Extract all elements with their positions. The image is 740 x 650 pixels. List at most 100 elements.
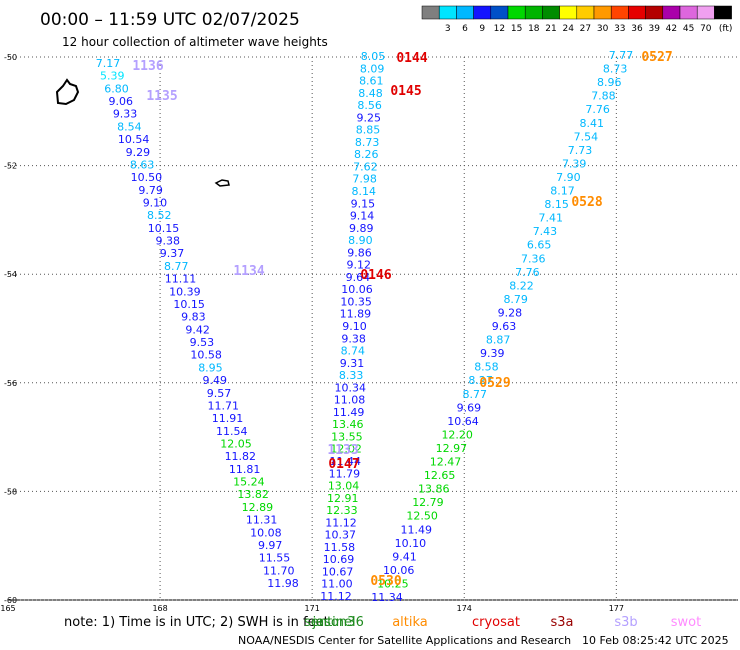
swh-value: 12.91 bbox=[327, 492, 359, 505]
swh-value: 9.63 bbox=[492, 320, 517, 333]
swh-value: 10.35 bbox=[340, 295, 372, 308]
swh-value: 9.33 bbox=[113, 108, 138, 121]
swh-value: 10.15 bbox=[148, 222, 180, 235]
colorbar-swatch bbox=[559, 5, 578, 20]
swh-value: 10.64 bbox=[447, 415, 479, 428]
colorbar-label: 6 bbox=[462, 24, 468, 34]
colorbar-swatch bbox=[456, 5, 474, 20]
colorbar-swatch bbox=[576, 5, 595, 20]
swh-value: 9.37 bbox=[160, 247, 185, 260]
swh-value: 15.24 bbox=[233, 476, 265, 489]
swh-value: 12.47 bbox=[430, 456, 462, 469]
colorbar-label: 15 bbox=[511, 24, 522, 34]
swh-value: 9.49 bbox=[202, 374, 227, 387]
colorbar-label: 45 bbox=[683, 24, 694, 34]
swh-value: 11.89 bbox=[340, 308, 372, 321]
swh-value: 11.44 bbox=[330, 455, 362, 468]
colorbar-label: 36 bbox=[631, 24, 643, 34]
swh-value: 11.12 bbox=[320, 590, 352, 603]
axis-ticks: 165 168 171 174 177 -50 -52 -54 -56 -58 -60 bbox=[0, 53, 624, 613]
swh-value: 5.39 bbox=[100, 70, 125, 83]
campbell-island-shape bbox=[214, 179, 230, 187]
swh-value: 9.89 bbox=[349, 222, 374, 235]
swh-value: 9.57 bbox=[207, 387, 232, 400]
colorbar-swatch bbox=[421, 5, 440, 20]
swh-value: 11.58 bbox=[324, 541, 356, 554]
swh-value: 8.14 bbox=[352, 185, 377, 198]
swh-value: 9.79 bbox=[138, 184, 163, 197]
swh-value: 9.41 bbox=[392, 550, 417, 563]
swh-value: 9.83 bbox=[181, 311, 206, 324]
legend-item: s3a bbox=[550, 615, 573, 630]
track-id-label: 0146 bbox=[360, 268, 391, 283]
colorbar-label: 12 bbox=[494, 24, 505, 34]
swh-value: 10.15 bbox=[173, 298, 205, 311]
chart-subtitle: 12 hour collection of altimeter wave hei… bbox=[62, 35, 328, 49]
swh-value: 8.26 bbox=[354, 148, 379, 161]
y-tick-label: -50 bbox=[4, 53, 17, 62]
swh-value: 12.89 bbox=[242, 501, 274, 514]
swh-value: 10.54 bbox=[118, 133, 150, 146]
swh-value: 10.25 bbox=[377, 577, 409, 590]
footer-note: note: 1) Time is in UTC; 2) SWH is in fe… bbox=[64, 615, 329, 630]
swh-value: 7.76 bbox=[515, 266, 540, 279]
legend-item: altika bbox=[392, 615, 428, 630]
swh-value: 9.14 bbox=[350, 210, 375, 223]
swh-value: 12.20 bbox=[441, 428, 473, 441]
swh-value: 9.53 bbox=[190, 336, 215, 349]
colorbar-label: 3 bbox=[445, 24, 451, 34]
swh-value: 8.74 bbox=[341, 345, 366, 358]
swh-value: 7.54 bbox=[574, 130, 599, 143]
track-id-label: 1135 bbox=[146, 89, 177, 104]
swh-value: 10.39 bbox=[169, 285, 201, 298]
swh-value: 8.90 bbox=[348, 234, 373, 247]
swh-value: 11.54 bbox=[216, 425, 248, 438]
y-tick-label: -54 bbox=[4, 270, 17, 279]
legend-item: cryosat bbox=[472, 615, 520, 630]
swh-value: 8.87 bbox=[486, 334, 511, 347]
colorbar-swatch bbox=[679, 5, 698, 20]
swh-value: 8.85 bbox=[356, 124, 381, 137]
swh-value: 7.36 bbox=[521, 252, 546, 265]
colorbar-label: 70 bbox=[700, 24, 712, 34]
swh-value: 9.12 bbox=[346, 259, 371, 272]
swh-value: 13.46 bbox=[332, 418, 364, 431]
swh-value: 8.77 bbox=[463, 388, 488, 401]
track-labels: 1136 1135 1134 1133 0144 0145 0146 0147 0527 0528… bbox=[132, 50, 672, 589]
legend-item: jason3 bbox=[312, 615, 356, 630]
swh-value: 8.27 bbox=[468, 374, 493, 387]
swh-value: 6.80 bbox=[104, 82, 129, 95]
swh-value: 13.55 bbox=[331, 430, 363, 443]
legend-item: swot bbox=[671, 615, 701, 630]
swh-value: 7.17 bbox=[96, 57, 121, 70]
colorbar-swatch bbox=[593, 5, 612, 20]
track-id-label: 0529 bbox=[479, 376, 510, 391]
colorbar-label: 24 bbox=[562, 24, 574, 34]
swh-value: 10.06 bbox=[341, 283, 373, 296]
colorbar-label: 9 bbox=[479, 24, 485, 34]
swh-value: 9.15 bbox=[351, 197, 376, 210]
swh-value: 11.49 bbox=[333, 406, 365, 419]
track-id-label: 1136 bbox=[132, 59, 163, 74]
swh-value: 8.56 bbox=[357, 99, 382, 112]
swh-value: 11.49 bbox=[401, 523, 433, 536]
track-id-label: 1134 bbox=[233, 264, 264, 279]
swh-value: 8.17 bbox=[550, 185, 575, 198]
swh-value: 10.06 bbox=[383, 564, 415, 577]
swh-value: 10.08 bbox=[250, 526, 282, 539]
swh-value: 12.33 bbox=[326, 504, 358, 517]
swh-value: 9.86 bbox=[347, 246, 372, 259]
swh-value: 9.10 bbox=[143, 197, 168, 210]
swh-value: 11.70 bbox=[263, 564, 295, 577]
x-tick-label: 174 bbox=[457, 604, 472, 613]
colorbar-label: 42 bbox=[666, 24, 677, 34]
swh-value: 7.88 bbox=[591, 90, 616, 103]
swh-value: 7.77 bbox=[609, 49, 634, 62]
swh-value: 9.69 bbox=[457, 401, 482, 414]
swh-value: 10.50 bbox=[131, 171, 163, 184]
swh-value: 10.58 bbox=[190, 349, 222, 362]
swh-value: 8.73 bbox=[603, 63, 628, 76]
swh-value: 11.55 bbox=[259, 552, 291, 565]
